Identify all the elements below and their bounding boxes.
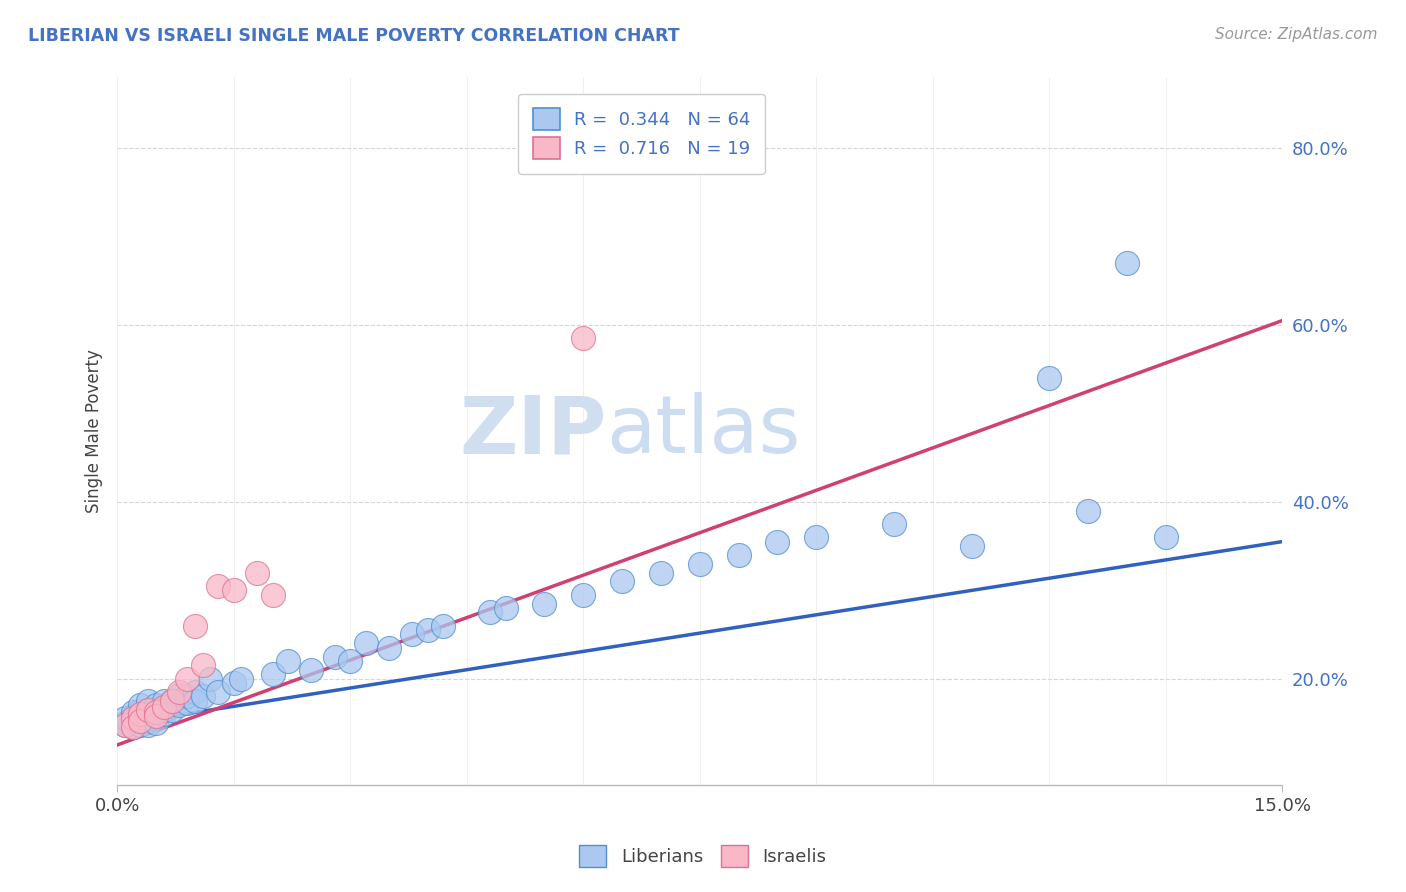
Point	[129, 714, 152, 728]
Point	[136, 703, 159, 717]
Point	[129, 706, 152, 721]
Point	[152, 703, 174, 717]
Point	[200, 672, 222, 686]
Point	[145, 698, 167, 713]
Point	[152, 706, 174, 721]
Point	[572, 331, 595, 345]
Point	[145, 708, 167, 723]
Point	[169, 688, 191, 702]
Point	[145, 708, 167, 723]
Point	[416, 623, 439, 637]
Point	[960, 539, 983, 553]
Point	[176, 690, 198, 704]
Point	[121, 705, 143, 719]
Point	[378, 640, 401, 655]
Point	[323, 649, 346, 664]
Point	[152, 700, 174, 714]
Point	[160, 694, 183, 708]
Point	[191, 658, 214, 673]
Text: atlas: atlas	[606, 392, 801, 470]
Point	[1077, 504, 1099, 518]
Point	[533, 597, 555, 611]
Point	[1154, 530, 1177, 544]
Point	[277, 654, 299, 668]
Point	[727, 548, 749, 562]
Point	[479, 605, 502, 619]
Point	[883, 516, 905, 531]
Point	[136, 711, 159, 725]
Point	[129, 711, 152, 725]
Point	[689, 557, 711, 571]
Point	[114, 715, 136, 730]
Point	[129, 705, 152, 719]
Point	[136, 694, 159, 708]
Point	[121, 711, 143, 725]
Point	[246, 566, 269, 580]
Text: ZIP: ZIP	[460, 392, 606, 470]
Point	[169, 685, 191, 699]
Point	[145, 705, 167, 719]
Point	[184, 685, 207, 699]
Point	[1038, 371, 1060, 385]
Point	[129, 698, 152, 713]
Point	[339, 654, 361, 668]
Point	[129, 717, 152, 731]
Point	[145, 705, 167, 719]
Point	[432, 618, 454, 632]
Point	[152, 700, 174, 714]
Point	[136, 706, 159, 721]
Point	[222, 676, 245, 690]
Point	[1115, 256, 1137, 270]
Point	[806, 530, 828, 544]
Point	[121, 714, 143, 728]
Point	[176, 697, 198, 711]
Point	[401, 627, 423, 641]
Text: Source: ZipAtlas.com: Source: ZipAtlas.com	[1215, 27, 1378, 42]
Y-axis label: Single Male Poverty: Single Male Poverty	[86, 349, 103, 513]
Point	[136, 703, 159, 717]
Point	[191, 690, 214, 704]
Point	[114, 711, 136, 725]
Point	[207, 685, 229, 699]
Point	[160, 694, 183, 708]
Point	[766, 534, 789, 549]
Point	[354, 636, 377, 650]
Point	[222, 583, 245, 598]
Point	[136, 717, 159, 731]
Point	[231, 672, 253, 686]
Point	[121, 720, 143, 734]
Point	[262, 667, 284, 681]
Point	[160, 703, 183, 717]
Point	[610, 574, 633, 589]
Point	[114, 717, 136, 731]
Point	[495, 601, 517, 615]
Point	[184, 694, 207, 708]
Point	[184, 618, 207, 632]
Point	[145, 715, 167, 730]
Legend: R =  0.344   N = 64, R =  0.716   N = 19: R = 0.344 N = 64, R = 0.716 N = 19	[517, 94, 765, 174]
Point	[129, 706, 152, 721]
Point	[114, 717, 136, 731]
Point	[121, 720, 143, 734]
Point	[572, 588, 595, 602]
Point	[176, 672, 198, 686]
Point	[262, 588, 284, 602]
Point	[169, 698, 191, 713]
Text: LIBERIAN VS ISRAELI SINGLE MALE POVERTY CORRELATION CHART: LIBERIAN VS ISRAELI SINGLE MALE POVERTY …	[28, 27, 679, 45]
Point	[121, 708, 143, 723]
Point	[152, 694, 174, 708]
Point	[299, 663, 322, 677]
Point	[207, 579, 229, 593]
Legend: Liberians, Israelis: Liberians, Israelis	[572, 838, 834, 874]
Point	[650, 566, 672, 580]
